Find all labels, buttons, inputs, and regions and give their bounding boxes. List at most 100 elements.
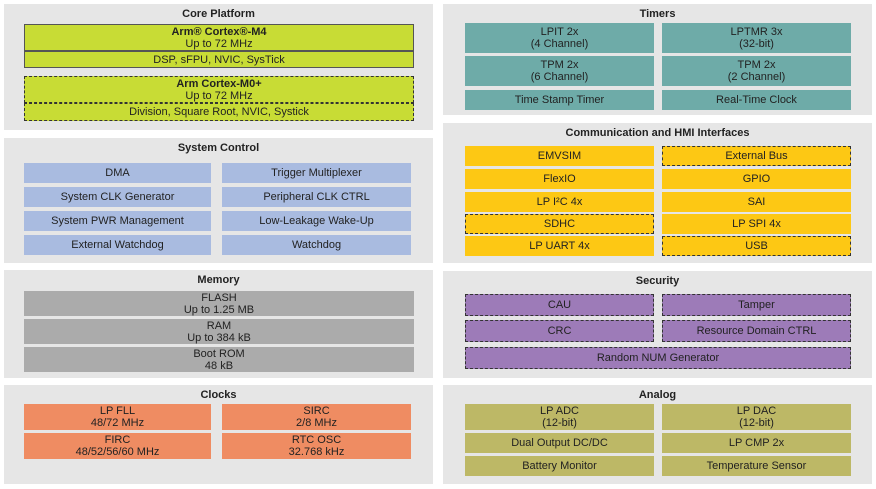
block-label: (32-bit) — [739, 38, 774, 50]
block: RTC OSC 32.768 kHz — [222, 433, 411, 459]
block: Time Stamp Timer — [465, 90, 654, 110]
block-label: LP CMP 2x — [728, 437, 785, 449]
block-label: TPM 2x — [540, 59, 579, 71]
block-label: USB — [745, 240, 768, 252]
block: Temperature Sensor — [662, 456, 851, 476]
panel-title: Core Platform — [182, 8, 255, 20]
panel-title: Analog — [638, 389, 677, 401]
block-label: (4 Channel) — [530, 38, 589, 50]
block-label: DMA — [105, 167, 130, 179]
block-label: Boot ROM — [193, 347, 245, 360]
block-label: LPTMR 3x — [730, 26, 783, 38]
block-label: Dual Output DC/DC — [511, 437, 608, 449]
block-label: LP FLL — [99, 405, 136, 417]
block: SAI — [662, 192, 851, 212]
block: Battery Monitor — [465, 456, 654, 476]
block-label: LPIT 2x — [540, 26, 579, 38]
panel-title: Communication and HMI Interfaces — [565, 127, 750, 139]
block-label: FlexIO — [543, 173, 576, 185]
block-label: System CLK Generator — [60, 191, 175, 203]
block-label: Low-Leakage Wake-Up — [259, 215, 374, 227]
block: LP ADC (12-bit) — [465, 404, 654, 430]
block-label: 48/72 MHz — [90, 417, 145, 429]
block-label: RTC OSC — [291, 434, 342, 446]
block: Tamper — [662, 294, 851, 316]
panel-title: Timers — [639, 8, 676, 20]
block: FIRC 48/52/56/60 MHz — [24, 433, 211, 459]
block-label: External Watchdog — [71, 239, 164, 251]
block: GPIO — [662, 169, 851, 189]
block-label: Random NUM Generator — [596, 352, 720, 364]
block: Resource Domain CTRL — [662, 320, 851, 342]
block-label: GPIO — [742, 173, 771, 185]
block: SDHC — [465, 214, 654, 234]
block: External Watchdog — [24, 235, 211, 255]
block-label: Tamper — [738, 299, 775, 311]
block-label: Arm® Cortex®-M4 — [171, 25, 267, 38]
block-label: SAI — [747, 196, 766, 208]
block-label: EMVSIM — [537, 150, 582, 162]
block-label: CAU — [547, 299, 572, 311]
block-label: Division, Square Root, NVIC, Systick — [129, 106, 309, 118]
block-label: Peripheral CLK CTRL — [263, 191, 370, 203]
block-label: Up to 72 MHz — [185, 89, 253, 102]
block-label: (12-bit) — [739, 417, 774, 429]
block: Peripheral CLK CTRL — [222, 187, 411, 207]
block: EMVSIM — [465, 146, 654, 166]
block: Arm Cortex-M0+ Up to 72 MHz — [24, 76, 414, 103]
block-label: CRC — [547, 325, 572, 337]
block-label: Real-Time Clock — [716, 94, 797, 106]
block: DSP, sFPU, NVIC, SysTick — [24, 51, 414, 68]
block: LPTMR 3x (32-bit) — [662, 23, 851, 53]
block-label: (2 Channel) — [727, 71, 786, 83]
block: FlexIO — [465, 169, 654, 189]
block: Boot ROM 48 kB — [24, 347, 414, 372]
block: USB — [662, 236, 851, 256]
block: CRC — [465, 320, 654, 342]
panel-title: Security — [635, 275, 680, 287]
block: External Bus — [662, 146, 851, 166]
block: LP UART 4x — [465, 236, 654, 256]
block-label: Battery Monitor — [522, 460, 597, 472]
block-label: Watchdog — [291, 239, 342, 251]
block-label: LP ADC — [540, 405, 579, 417]
block: TPM 2x (2 Channel) — [662, 56, 851, 86]
panel-title: Memory — [197, 274, 240, 286]
block: LP I²C 4x — [465, 192, 654, 212]
block-label: DSP, sFPU, NVIC, SysTick — [153, 53, 285, 66]
block-label: System PWR Management — [51, 215, 184, 227]
block-label: Up to 72 MHz — [185, 37, 253, 50]
block: LP CMP 2x — [662, 433, 851, 453]
block: System CLK Generator — [24, 187, 211, 207]
block: LP SPI 4x — [662, 214, 851, 234]
block-label: LP I²C 4x — [536, 196, 583, 208]
block: LP FLL 48/72 MHz — [24, 404, 211, 430]
block-label: 32.768 kHz — [288, 446, 345, 458]
block: FLASH Up to 1.25 MB — [24, 291, 414, 316]
block-label: RAM — [206, 319, 232, 332]
block: Division, Square Root, NVIC, Systick — [24, 103, 414, 121]
block-label: Resource Domain CTRL — [696, 325, 817, 337]
panel-title: System Control — [177, 142, 260, 154]
block-label: Up to 384 kB — [187, 331, 251, 344]
block-label: LP SPI 4x — [732, 218, 781, 230]
block: Random NUM Generator — [465, 347, 851, 369]
block-label: LP DAC — [736, 405, 777, 417]
block-label: TPM 2x — [737, 59, 776, 71]
block: Real-Time Clock — [662, 90, 851, 110]
block: CAU — [465, 294, 654, 316]
block: LP DAC (12-bit) — [662, 404, 851, 430]
panel-title: Clocks — [200, 389, 237, 401]
block-label: (12-bit) — [542, 417, 577, 429]
block-label: 2/8 MHz — [296, 417, 337, 429]
block: Watchdog — [222, 235, 411, 255]
block-label: Up to 1.25 MB — [183, 303, 255, 316]
block-label: Trigger Multiplexer — [271, 167, 362, 179]
block-label: LP UART 4x — [529, 240, 590, 252]
block-label: SIRC — [303, 405, 330, 417]
block: Trigger Multiplexer — [222, 163, 411, 183]
block-label: FIRC — [104, 434, 131, 446]
block-label: External Bus — [725, 150, 788, 162]
block: Low-Leakage Wake-Up — [222, 211, 411, 231]
